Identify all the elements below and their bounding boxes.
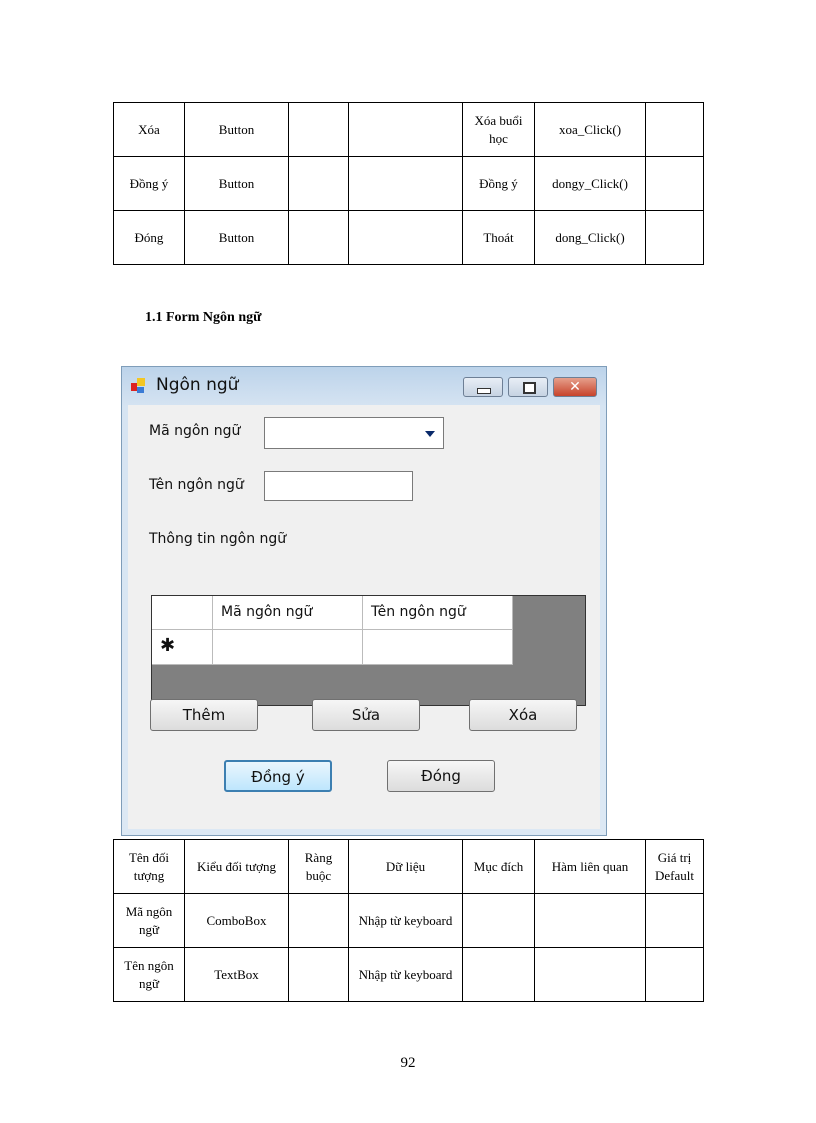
table-cell: dong_Click(): [534, 210, 646, 265]
ngon-ngu-window: Ngôn ngữ ✕ Mã ngôn ngữ Tên ngôn ngữ Thôn…: [121, 366, 607, 836]
window-title: Ngôn ngữ: [156, 375, 239, 395]
ten-ngon-ngu-label: Tên ngôn ngữ: [149, 477, 244, 493]
table-cell: Giá trị Default: [645, 839, 704, 894]
them-button[interactable]: Thêm: [150, 699, 258, 731]
table-cell: TextBox: [184, 947, 289, 1002]
page-number: 92: [400, 1055, 416, 1071]
table-row: Tên đối tượng Kiểu đối tượng Ràng buộc Dữ l…: [113, 839, 704, 894]
ngon-ngu-datagrid[interactable]: Mã ngôn ngữ Tên ngôn ngữ ✱: [151, 595, 586, 706]
table-cell: [534, 893, 646, 948]
table-cell: Đồng ý: [462, 156, 535, 211]
table-cell: Dữ liệu: [348, 839, 463, 894]
table-cell: [645, 102, 704, 157]
dong-y-button[interactable]: Đồng ý: [224, 760, 332, 792]
table-cell: Xóa: [113, 102, 185, 157]
minimize-button[interactable]: [463, 377, 503, 397]
table-cell: [288, 102, 349, 157]
table-cell: Đóng: [113, 210, 185, 265]
column-header-ten[interactable]: Tên ngôn ngữ: [363, 596, 513, 630]
table-row: Đồng ý Button Đồng ý dongy_Click(): [113, 156, 704, 211]
table-cell: ComboBox: [184, 893, 289, 948]
table-cell: [645, 210, 704, 265]
bottom-controls-table: Tên đối tượng Kiểu đối tượng Ràng buộc Dữ l…: [113, 839, 704, 1002]
dropdown-arrow-icon: [425, 431, 435, 437]
table-cell: Mã ngôn ngữ: [113, 893, 185, 948]
app-icon: [131, 378, 145, 393]
new-row-header[interactable]: ✱: [152, 630, 213, 665]
table-cell: dongy_Click(): [534, 156, 646, 211]
table-cell: Tên đối tượng: [113, 839, 185, 894]
section-heading: 1.1 Form Ngôn ngữ: [145, 310, 262, 325]
table-cell: [645, 156, 704, 211]
table-row: Tên ngôn ngữ TextBox Nhập từ keyboard: [113, 947, 704, 1002]
table-row: Đóng Button Thoát dong_Click(): [113, 210, 704, 265]
table-cell: [645, 893, 704, 948]
table-cell: [462, 893, 535, 948]
cell-ten[interactable]: [363, 630, 513, 665]
cell-ma[interactable]: [213, 630, 363, 665]
table-cell: Button: [184, 156, 289, 211]
table-cell: [645, 947, 704, 1002]
table-cell: [288, 156, 349, 211]
maximize-icon: [523, 382, 536, 394]
thong-tin-label: Thông tin ngôn ngữ: [149, 531, 287, 547]
table-cell: Kiểu đối tượng: [184, 839, 289, 894]
table-cell: Nhập từ keyboard: [348, 893, 463, 948]
table-cell: Ràng buộc: [288, 839, 349, 894]
table-cell: xoa_Click(): [534, 102, 646, 157]
table-cell: Hàm liên quan: [534, 839, 646, 894]
close-icon: ✕: [569, 379, 581, 395]
ten-ngon-ngu-textbox[interactable]: [264, 471, 413, 501]
column-header-ma[interactable]: Mã ngôn ngữ: [213, 596, 363, 630]
table-cell: Button: [184, 102, 289, 157]
table-cell: [288, 947, 349, 1002]
ma-ngon-ngu-combobox[interactable]: [264, 417, 444, 449]
table-cell: [348, 102, 463, 157]
table-cell: Đồng ý: [113, 156, 185, 211]
table-row: Mã ngôn ngữ ComboBox Nhập từ keyboard: [113, 893, 704, 948]
window-client: Mã ngôn ngữ Tên ngôn ngữ Thông tin ngôn …: [128, 405, 600, 829]
ma-ngon-ngu-label: Mã ngôn ngữ: [149, 423, 241, 439]
table-cell: [348, 210, 463, 265]
table-cell: Button: [184, 210, 289, 265]
close-button[interactable]: ✕: [553, 377, 597, 397]
xoa-button[interactable]: Xóa: [469, 699, 577, 731]
table-cell: Nhập từ keyboard: [348, 947, 463, 1002]
table-cell: [348, 156, 463, 211]
top-controls-table: Xóa Button Xóa buổi học xoa_Click() Đồng ý Bu…: [113, 102, 704, 265]
dong-button[interactable]: Đóng: [387, 760, 495, 792]
table-cell: [462, 947, 535, 1002]
sua-button[interactable]: Sửa: [312, 699, 420, 731]
table-cell: [534, 947, 646, 1002]
table-cell: Tên ngôn ngữ: [113, 947, 185, 1002]
minimize-icon: [477, 388, 491, 394]
table-cell: Thoát: [462, 210, 535, 265]
table-row: Xóa Button Xóa buổi học xoa_Click(): [113, 102, 704, 157]
maximize-button[interactable]: [508, 377, 548, 397]
table-cell: Xóa buổi học: [462, 102, 535, 157]
table-cell: [288, 893, 349, 948]
table-cell: [288, 210, 349, 265]
table-cell: Mục đích: [462, 839, 535, 894]
grid-corner: [152, 596, 213, 630]
